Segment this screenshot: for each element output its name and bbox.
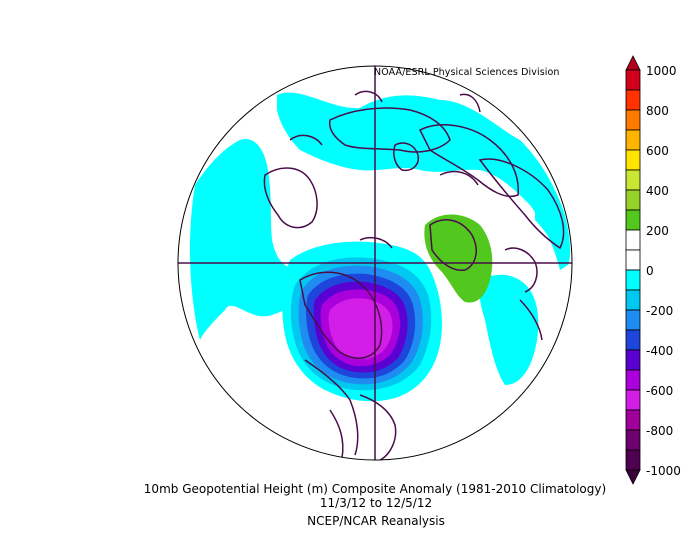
coastlines	[263, 90, 565, 460]
colorbar-segment	[625, 369, 641, 391]
colorbar-segment	[625, 309, 641, 331]
colorbar-tick-label: -800	[646, 424, 674, 438]
colorbar-segment	[625, 229, 641, 251]
colorbar-segment	[625, 429, 641, 451]
colorbar-segment	[625, 169, 641, 191]
colorbar-segment	[625, 209, 641, 231]
anomaly-cyan-right-lobe	[479, 274, 539, 385]
anomaly-level-700	[328, 298, 393, 360]
globe-boundary	[177, 65, 573, 461]
colorbar-svg	[625, 55, 641, 485]
colorbar-tick-label: 200	[646, 224, 669, 238]
colorbar-segment	[625, 109, 641, 131]
colorbar-tick-label: -1000	[646, 464, 681, 478]
credit-text: NOAA/ESRL Physical Sciences Division	[374, 67, 560, 78]
colorbar-segment	[625, 449, 641, 471]
anomaly-cyan-right-band	[535, 185, 565, 260]
colorbar-segment	[625, 389, 641, 411]
colorbar-tick-label: -400	[646, 344, 674, 358]
colorbar-segment	[625, 349, 641, 371]
colorbar-segment	[625, 189, 641, 211]
caption-dates: 11/3/12 to 12/5/12	[319, 496, 433, 510]
anomaly-cyan-upper-band	[277, 92, 571, 270]
caption-source: NCEP/NCAR Reanalysis	[307, 514, 445, 528]
anomaly-cyan-left-region	[189, 139, 305, 340]
colorbar-tick-label: 1000	[646, 64, 677, 78]
colorbar-segment	[625, 269, 641, 291]
colorbar-segments	[625, 55, 641, 485]
colorbar-segment	[625, 289, 641, 311]
colorbar-segment	[625, 409, 641, 431]
colorbar-tick-label: 600	[646, 144, 669, 158]
colorbar	[618, 52, 648, 496]
colorbar-segment	[625, 69, 641, 91]
colorbar-segment	[625, 129, 641, 151]
anomaly-green-positive	[424, 214, 493, 303]
colorbar-top-arrow	[625, 55, 641, 71]
caption-title: 10mb Geopotential Height (m) Composite A…	[143, 482, 607, 496]
colorbar-tick-label: 400	[646, 184, 669, 198]
colorbar-tick-label: 800	[646, 104, 669, 118]
colorbar-segment	[625, 249, 641, 271]
colorbar-bottom-arrow	[625, 469, 641, 485]
colorbar-segment	[625, 329, 641, 351]
colorbar-segment	[625, 149, 641, 171]
colorbar-tick-label: -200	[646, 304, 674, 318]
colorbar-tick-label: 0	[646, 264, 654, 278]
colorbar-tick-label: -600	[646, 384, 674, 398]
colorbar-segment	[625, 89, 641, 111]
